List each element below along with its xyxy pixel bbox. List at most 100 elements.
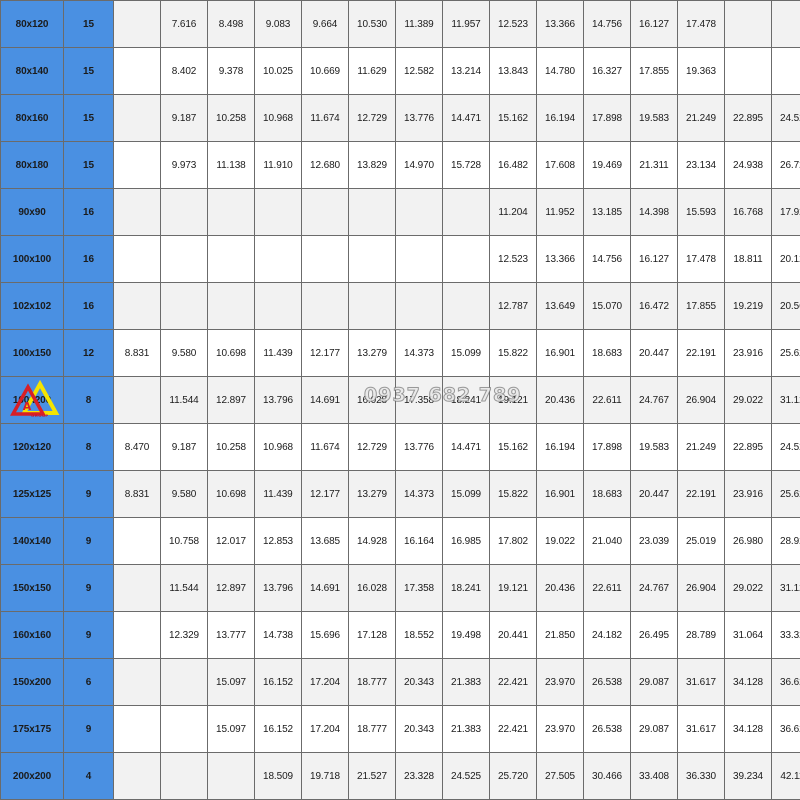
cell-weight[interactable]: 21.527 [348,752,396,800]
cell-weight[interactable]: 15.696 [301,611,349,659]
cell-weight[interactable]: 31.121 [771,564,800,612]
cell-weight[interactable]: 12.729 [348,94,396,142]
cell-size[interactable]: 80x120 [0,0,64,48]
cell-weight[interactable]: 26.722 [771,141,800,189]
cell-thickness[interactable]: 16 [63,235,114,283]
cell-weight[interactable]: 12.177 [301,329,349,377]
cell-weight[interactable]: 14.373 [395,470,443,518]
cell-weight[interactable]: 10.698 [207,470,255,518]
cell-weight[interactable]: 18.777 [348,705,396,753]
cell-weight[interactable] [160,752,208,800]
cell-weight[interactable]: 26.495 [630,611,678,659]
cell-weight[interactable] [160,705,208,753]
cell-weight[interactable]: 23.916 [724,329,772,377]
cell-weight[interactable]: 10.258 [207,423,255,471]
cell-weight[interactable]: 14.373 [395,329,443,377]
cell-weight[interactable] [207,188,255,236]
cell-weight[interactable]: 11.674 [301,94,349,142]
cell-weight[interactable]: 12.523 [489,0,537,48]
cell-weight[interactable]: 21.249 [677,423,725,471]
cell-weight[interactable]: 9.580 [160,470,208,518]
cell-weight[interactable]: 17.898 [583,423,631,471]
cell-weight[interactable]: 11.952 [536,188,584,236]
cell-weight[interactable]: 19.469 [583,141,631,189]
cell-weight[interactable]: 19.718 [301,752,349,800]
cell-weight[interactable]: 10.698 [207,329,255,377]
cell-weight[interactable]: 24.523 [771,94,800,142]
cell-weight[interactable]: 19.583 [630,94,678,142]
cell-weight[interactable]: 16.127 [630,0,678,48]
cell-weight[interactable]: 17.898 [583,94,631,142]
cell-weight[interactable]: 13.366 [536,235,584,283]
cell-weight[interactable]: 17.358 [395,376,443,424]
cell-weight[interactable]: 8.498 [207,0,255,48]
cell-weight[interactable]: 24.525 [442,752,490,800]
cell-weight[interactable]: 10.025 [254,47,302,95]
cell-weight[interactable] [395,235,443,283]
cell-weight[interactable]: 15.162 [489,94,537,142]
cell-weight[interactable]: 21.383 [442,658,490,706]
cell-weight[interactable]: 25.623 [771,470,800,518]
cell-thickness[interactable]: 15 [63,141,114,189]
cell-weight[interactable]: 11.204 [489,188,537,236]
cell-weight[interactable]: 13.777 [207,611,255,659]
cell-weight[interactable] [442,282,490,330]
cell-weight[interactable]: 24.767 [630,376,678,424]
cell-weight[interactable] [442,188,490,236]
cell-weight[interactable]: 18.241 [442,564,490,612]
cell-weight[interactable]: 19.219 [724,282,772,330]
cell-weight[interactable]: 11.544 [160,564,208,612]
cell-size[interactable]: 160x160 [0,611,64,659]
cell-thickness[interactable]: 6 [63,658,114,706]
cell-weight[interactable]: 12.897 [207,376,255,424]
cell-weight[interactable] [113,611,161,659]
cell-weight[interactable]: 12.853 [254,517,302,565]
cell-weight[interactable]: 22.421 [489,658,537,706]
cell-weight[interactable] [113,658,161,706]
cell-weight[interactable]: 8.831 [113,470,161,518]
cell-weight[interactable]: 23.328 [395,752,443,800]
cell-weight[interactable]: 36.620 [771,658,800,706]
cell-weight[interactable]: 10.258 [207,94,255,142]
cell-weight[interactable] [395,188,443,236]
cell-weight[interactable] [301,188,349,236]
cell-weight[interactable]: 10.530 [348,0,396,48]
cell-thickness[interactable]: 15 [63,0,114,48]
cell-size[interactable]: 150x150 [0,564,64,612]
cell-weight[interactable]: 11.910 [254,141,302,189]
cell-size[interactable]: 80x140 [0,47,64,95]
cell-weight[interactable] [301,235,349,283]
cell-thickness[interactable]: 9 [63,705,114,753]
cell-thickness[interactable]: 16 [63,282,114,330]
cell-weight[interactable]: 20.436 [536,564,584,612]
cell-weight[interactable]: 10.968 [254,94,302,142]
cell-weight[interactable] [207,752,255,800]
cell-weight[interactable]: 14.756 [583,235,631,283]
cell-weight[interactable]: 20.343 [395,658,443,706]
cell-weight[interactable] [113,705,161,753]
cell-weight[interactable]: 10.968 [254,423,302,471]
cell-weight[interactable]: 11.544 [160,376,208,424]
cell-thickness[interactable]: 8 [63,376,114,424]
cell-weight[interactable] [113,94,161,142]
cell-weight[interactable]: 29.022 [724,376,772,424]
cell-weight[interactable]: 28.789 [677,611,725,659]
cell-weight[interactable] [724,0,772,48]
cell-weight[interactable]: 20.124 [771,235,800,283]
cell-weight[interactable]: 34.128 [724,705,772,753]
cell-thickness[interactable]: 12 [63,329,114,377]
cell-weight[interactable]: 34.128 [724,658,772,706]
cell-weight[interactable]: 21.311 [630,141,678,189]
cell-weight[interactable]: 14.780 [536,47,584,95]
cell-weight[interactable]: 23.039 [630,517,678,565]
cell-weight[interactable]: 13.279 [348,329,396,377]
cell-weight[interactable]: 20.441 [489,611,537,659]
cell-weight[interactable] [771,47,800,95]
cell-weight[interactable]: 13.776 [395,94,443,142]
cell-thickness[interactable]: 8 [63,423,114,471]
cell-weight[interactable]: 16.472 [630,282,678,330]
cell-weight[interactable]: 11.674 [301,423,349,471]
cell-weight[interactable]: 14.691 [301,376,349,424]
cell-weight[interactable]: 22.191 [677,470,725,518]
cell-weight[interactable]: 26.904 [677,376,725,424]
